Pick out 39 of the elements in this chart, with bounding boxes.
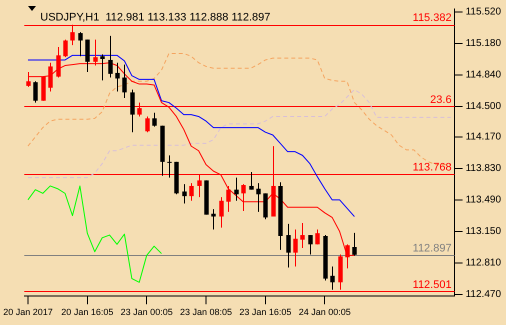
ref-line-label: 112.897 xyxy=(412,242,452,254)
candlestick xyxy=(308,234,313,256)
x-tick-label: 20 Jan 2017 xyxy=(3,307,53,318)
chart-title: USDJPY,H1 112.981 113.133 112.888 112.897 xyxy=(40,12,270,24)
y-tick-label: 112.470 xyxy=(466,289,502,300)
candlestick xyxy=(100,54,105,81)
candlestick xyxy=(122,64,127,98)
y-tick-label: 114.840 xyxy=(466,70,502,81)
x-tick-label: 20 Jan 16:05 xyxy=(61,307,114,318)
x-tick-label: 23 Jan 16:05 xyxy=(239,307,292,318)
candlestick xyxy=(78,32,83,57)
ref-line-label: 115.382 xyxy=(412,12,452,24)
candlestick xyxy=(85,39,90,72)
y-tick-label: 113.490 xyxy=(466,194,502,206)
candlestick xyxy=(145,116,150,133)
candlestick xyxy=(33,80,38,104)
y-tick-label: 113.150 xyxy=(466,226,502,238)
x-tick-label: 24 Jan 00:05 xyxy=(298,307,351,318)
x-tick-label: 23 Jan 08:05 xyxy=(180,307,232,318)
y-tick-label: 115.180 xyxy=(466,38,502,50)
x-tick-label: 23 Jan 00:05 xyxy=(120,307,173,318)
ref-line-label: 113.768 xyxy=(412,162,452,174)
y-tick-label: 115.520 xyxy=(466,6,502,18)
candlestick xyxy=(330,266,335,290)
candlestick xyxy=(315,228,320,245)
y-tick-label: 114.500 xyxy=(466,101,502,112)
candlestick xyxy=(234,177,239,202)
candlestick xyxy=(352,232,357,256)
candlestick xyxy=(226,185,231,212)
y-tick-label: 114.170 xyxy=(466,132,502,143)
line-series xyxy=(27,89,452,178)
ref-line-label: 112.501 xyxy=(412,279,452,292)
candlestick xyxy=(256,182,261,212)
y-tick-label: 113.830 xyxy=(466,163,502,174)
candlestick xyxy=(211,208,216,230)
candlestick xyxy=(241,184,246,212)
candlestick xyxy=(108,35,113,78)
annotation: 23.6 xyxy=(430,94,452,106)
y-tick-label: 112.810 xyxy=(466,258,502,269)
